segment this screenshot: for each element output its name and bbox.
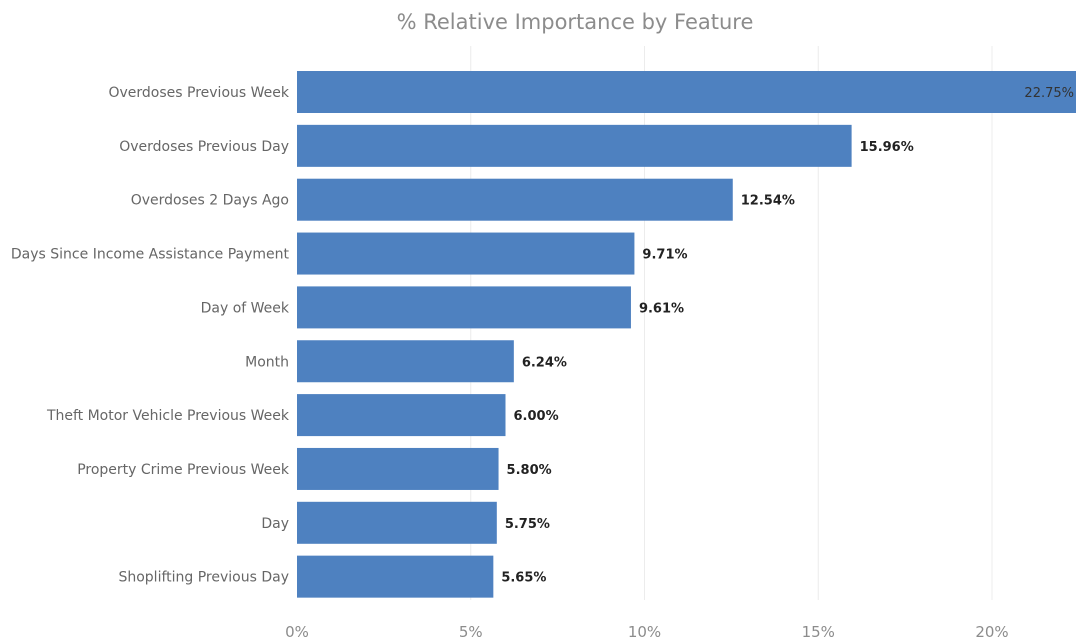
bar[interactable] [297, 501, 497, 544]
category-label: Property Crime Previous Week [77, 462, 290, 478]
chart-title: % Relative Importance by Feature [396, 10, 754, 34]
data-label: 22.75% [1024, 86, 1074, 101]
data-label: 5.75% [505, 517, 550, 532]
data-label: 5.65% [501, 571, 546, 586]
bar[interactable] [297, 178, 733, 221]
data-label: 9.61% [639, 301, 684, 316]
data-label: 15.96% [860, 140, 914, 155]
bar[interactable] [297, 232, 635, 275]
bar[interactable] [297, 71, 1076, 113]
category-label: Days Since Income Assistance Payment [11, 247, 290, 263]
x-tick-label: 15% [802, 623, 835, 641]
category-label: Day [261, 516, 289, 532]
bar[interactable] [297, 340, 514, 383]
category-label: Shoplifting Previous Day [118, 570, 289, 586]
category-label: Month [245, 354, 289, 370]
category-label: Overdoses 2 Days Ago [131, 193, 289, 209]
category-label: Overdoses Previous Day [119, 139, 289, 155]
category-label: Overdoses Previous Week [108, 85, 289, 101]
data-label: 12.54% [741, 194, 795, 209]
data-label: 5.80% [507, 463, 552, 478]
x-tick-label: 0% [285, 623, 309, 641]
category-label: Day of Week [201, 300, 290, 316]
bar[interactable] [297, 555, 494, 598]
category-label: Theft Motor Vehicle Previous Week [46, 408, 290, 424]
bar[interactable] [297, 286, 631, 329]
data-label: 6.24% [522, 355, 567, 370]
data-label: 9.71% [642, 248, 687, 263]
x-tick-label: 10% [628, 623, 661, 641]
bar[interactable] [297, 447, 499, 490]
bar[interactable] [297, 124, 852, 167]
x-tick-label: 20% [975, 623, 1008, 641]
bar[interactable] [297, 394, 506, 437]
data-label: 6.00% [514, 409, 559, 424]
x-tick-label: 5% [459, 623, 483, 641]
